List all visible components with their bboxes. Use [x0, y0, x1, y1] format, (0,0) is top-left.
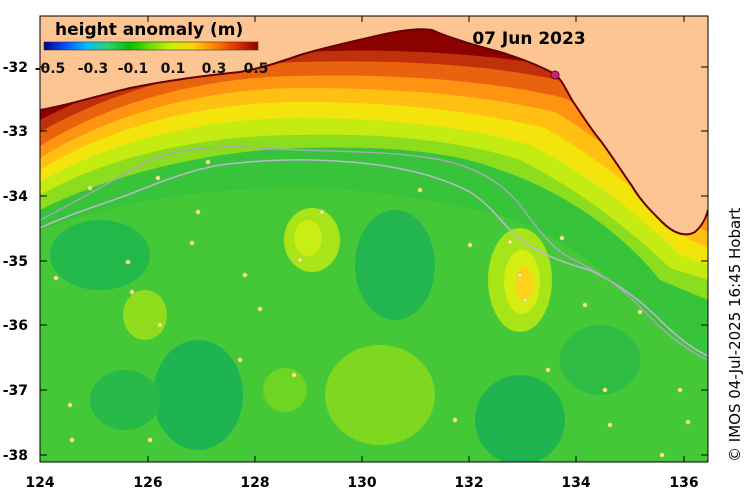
- eddy-teal-5: [475, 375, 565, 462]
- colorbar-tick: 0.5: [244, 61, 269, 77]
- land-mass: [40, 16, 708, 235]
- x-tick-label: 128: [240, 475, 269, 491]
- y-tick-label: -34: [3, 189, 29, 205]
- y-axis: -32 -33 -34 -35 -36 -37 -38: [3, 60, 708, 464]
- colorbar-tick: -0.1: [118, 61, 149, 77]
- station-marker: [550, 70, 560, 80]
- x-tick-label: 126: [133, 475, 162, 491]
- eddy-teal-2: [153, 340, 243, 450]
- eddy-teal-4: [355, 210, 435, 320]
- eddy-core: [515, 266, 533, 302]
- bathymetry-contour-2: [40, 146, 708, 361]
- colorbar-title: height anomaly (m): [55, 20, 243, 40]
- eddy-light-5: [263, 368, 307, 412]
- plot-area: [40, 16, 708, 462]
- eddy-teal-3: [90, 370, 160, 430]
- x-tick-label: 134: [561, 475, 590, 491]
- colorbar-tick: -0.5: [35, 61, 66, 77]
- eddy-light-1: [123, 290, 167, 340]
- y-tick-label: -35: [3, 254, 28, 270]
- colorbar-legend: height anomaly (m) -0.5 -0.3 -0.1 0.1 0.…: [35, 20, 269, 77]
- x-axis: 124 126 128 130 132 134 136: [25, 16, 699, 491]
- eddy-light-3: [325, 345, 435, 445]
- credit-text: © IMOS 04-Jul-2025 16:45 Hobart: [726, 208, 744, 462]
- x-tick-label: 136: [669, 475, 698, 491]
- colorbar-tick: -0.3: [78, 61, 109, 77]
- eddy-teal-1: [50, 220, 150, 290]
- observation-markers: [53, 159, 691, 458]
- colorbar-tick: 0.1: [161, 61, 186, 77]
- y-tick-label: -37: [3, 383, 28, 399]
- x-tick-label: 130: [347, 475, 376, 491]
- bathymetry-contour-1: [40, 159, 708, 357]
- y-tick-label: -36: [3, 318, 28, 334]
- y-tick-label: -33: [3, 124, 28, 140]
- y-tick-label: -38: [3, 448, 28, 464]
- x-tick-label: 132: [454, 475, 483, 491]
- eddy-light-2b: [294, 220, 322, 256]
- x-tick-label: 124: [25, 475, 54, 491]
- date-label: 07 Jun 2023: [472, 29, 585, 49]
- colorbar-tick: 0.3: [202, 61, 227, 77]
- eddy-teal-6: [560, 325, 640, 395]
- coastline: [40, 28, 708, 236]
- plot-frame: [39, 15, 709, 463]
- y-tick-label: -32: [3, 60, 28, 76]
- colorbar-gradient: [43, 41, 259, 51]
